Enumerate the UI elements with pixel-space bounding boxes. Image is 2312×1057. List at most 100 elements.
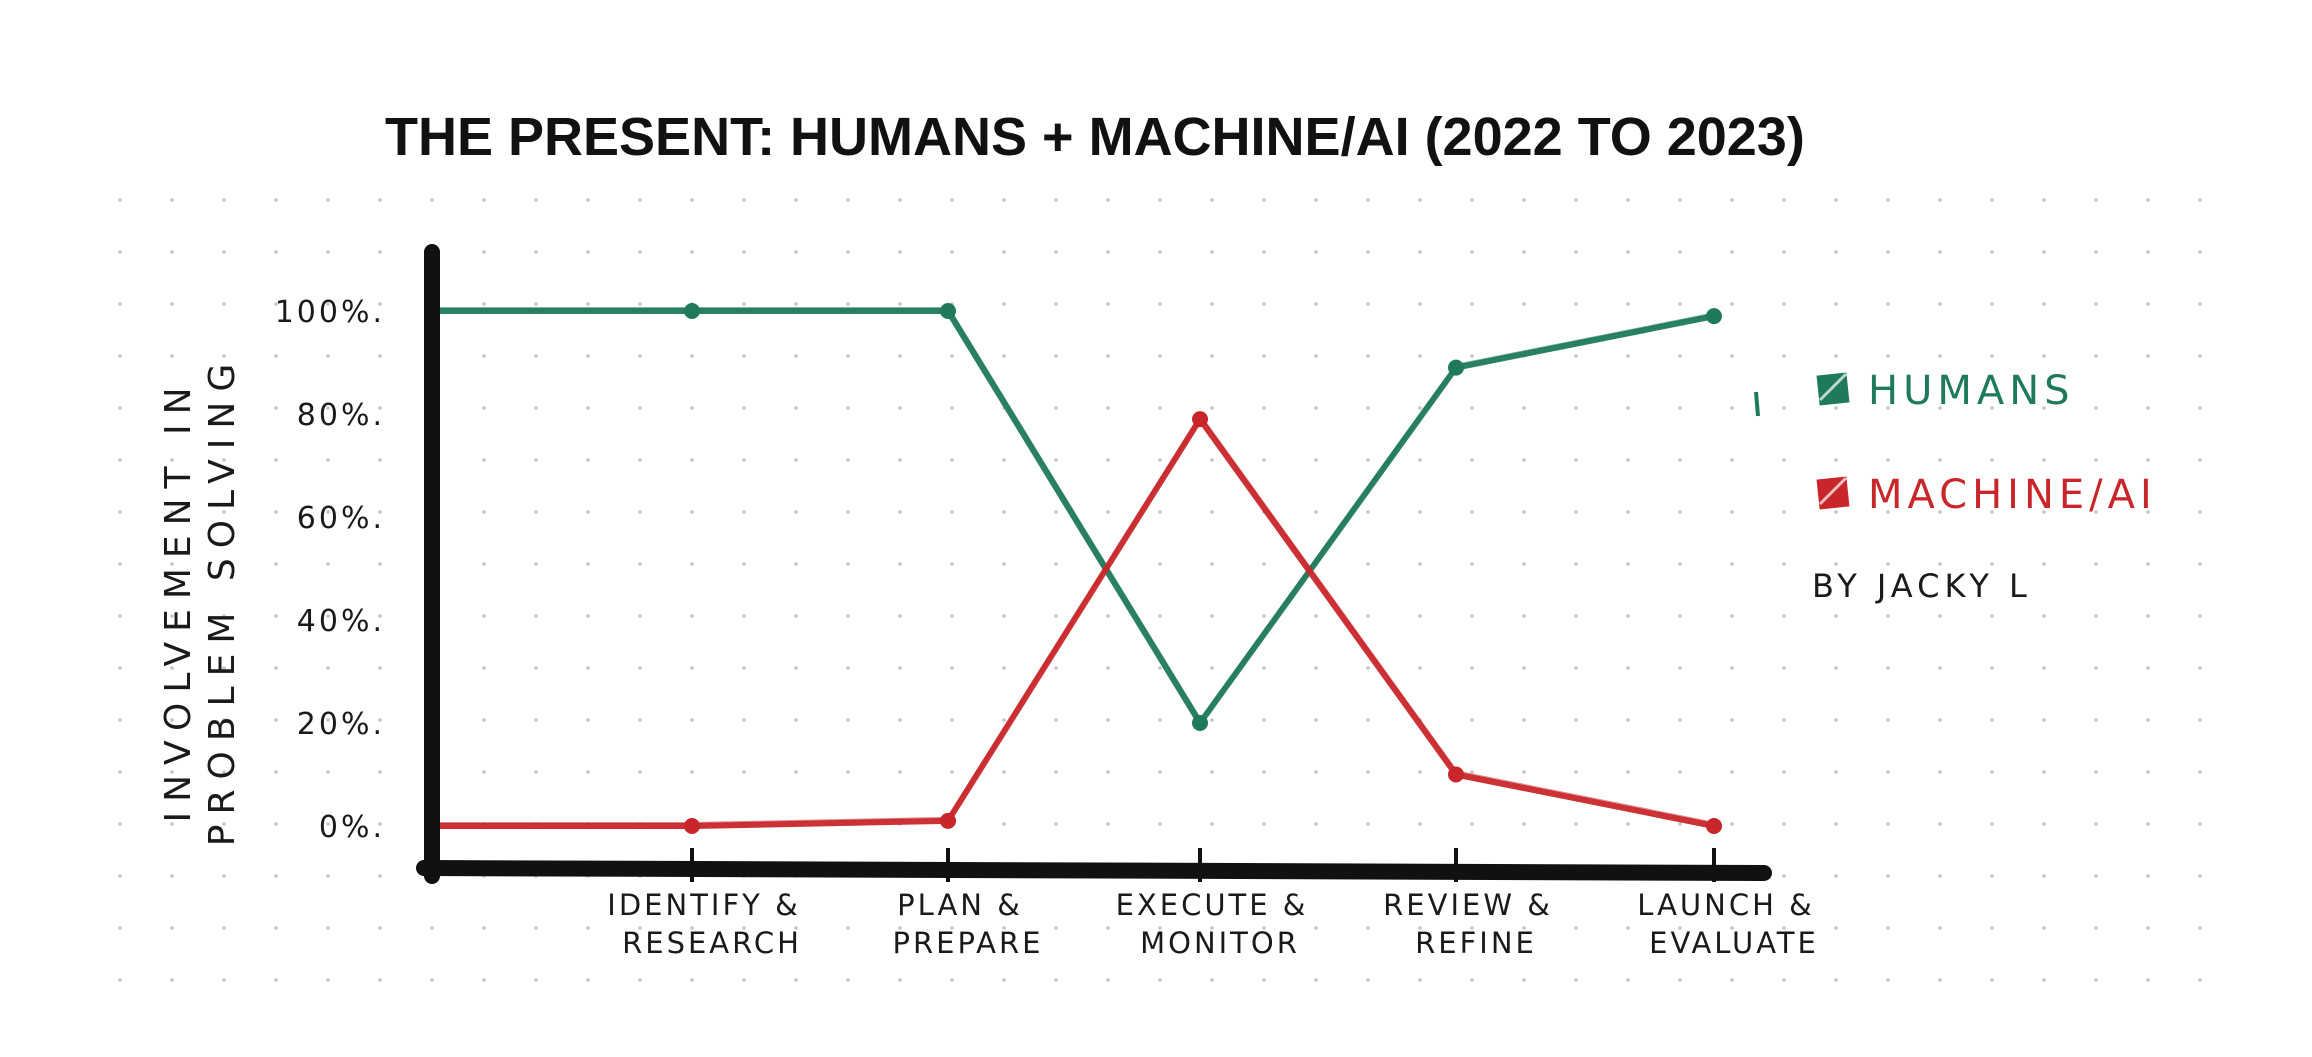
- background-dot: [2042, 666, 2046, 670]
- data-point-machine-ai: [940, 812, 956, 829]
- background-dot: [1314, 198, 1318, 202]
- background-dot: [950, 510, 954, 514]
- background-dot: [794, 458, 798, 462]
- background-dot: [222, 302, 226, 306]
- background-dot: [378, 822, 382, 826]
- background-dot: [586, 718, 590, 722]
- background-dot: [1678, 822, 1682, 826]
- background-dot: [1418, 926, 1422, 930]
- background-dot: [1938, 250, 1942, 254]
- background-dot: [1730, 198, 1734, 202]
- background-dot: [846, 666, 850, 670]
- background-dot: [1522, 770, 1526, 774]
- background-dot: [1782, 666, 1786, 670]
- background-dot: [1782, 510, 1786, 514]
- background-dot: [170, 406, 174, 410]
- background-dot: [2094, 198, 2098, 202]
- background-dot: [1730, 302, 1734, 306]
- background-dot: [950, 406, 954, 410]
- background-dot: [586, 406, 590, 410]
- background-dot: [1886, 510, 1890, 514]
- background-dot: [482, 926, 486, 930]
- background-dot: [1574, 302, 1578, 306]
- background-dot: [222, 666, 226, 670]
- background-dot: [1522, 666, 1526, 670]
- background-dot: [1158, 770, 1162, 774]
- background-dot: [1626, 926, 1630, 930]
- background-dot: [1886, 614, 1890, 618]
- background-dot: [1886, 874, 1890, 878]
- background-dot: [1470, 302, 1474, 306]
- background-dot: [638, 770, 642, 774]
- data-point-machine-ai: [1448, 766, 1464, 783]
- background-dot: [950, 354, 954, 358]
- background-dot: [378, 510, 382, 514]
- background-dot: [1106, 718, 1110, 722]
- credit-text: BY JACKY L: [1812, 567, 2032, 605]
- background-dot: [1522, 978, 1526, 982]
- background-dot: [1886, 770, 1890, 774]
- background-dot: [1470, 458, 1474, 462]
- background-dot: [690, 614, 694, 618]
- background-dot: [1626, 458, 1630, 462]
- background-dot: [1054, 510, 1058, 514]
- background-dot: [2198, 562, 2202, 566]
- background-dot: [638, 302, 642, 306]
- background-dot: [1938, 510, 1942, 514]
- background-dot: [1678, 770, 1682, 774]
- background-dot: [1470, 770, 1474, 774]
- background-dot: [1158, 926, 1162, 930]
- background-dot: [1834, 198, 1838, 202]
- background-dot: [1938, 458, 1942, 462]
- background-dot: [1782, 406, 1786, 410]
- background-dot: [1158, 666, 1162, 670]
- background-dot: [638, 978, 642, 982]
- background-dot: [2042, 510, 2046, 514]
- y-axis-title-line: PROBLEM SOLVING: [202, 354, 243, 846]
- background-dot: [1522, 302, 1526, 306]
- background-dot: [1418, 666, 1422, 670]
- background-dot: [846, 718, 850, 722]
- background-dot: [1314, 718, 1318, 722]
- background-dot: [2198, 822, 2202, 826]
- background-dot: [1678, 926, 1682, 930]
- background-dot: [1210, 562, 1214, 566]
- background-dot: [898, 510, 902, 514]
- background-dot: [534, 302, 538, 306]
- legend-swatch-hatch: [1818, 372, 1848, 402]
- background-dot: [1262, 562, 1266, 566]
- background-dot: [794, 562, 798, 566]
- background-dot: [1834, 354, 1838, 358]
- background-dot: [586, 978, 590, 982]
- background-dot: [222, 354, 226, 358]
- background-dot: [1990, 614, 1994, 618]
- background-dot: [274, 874, 278, 878]
- background-dot: [690, 354, 694, 358]
- background-dot: [274, 926, 278, 930]
- background-dot: [1210, 718, 1214, 722]
- background-dot: [1054, 718, 1058, 722]
- background-dot: [118, 718, 122, 722]
- background-dot: [1470, 718, 1474, 722]
- background-dot: [1470, 562, 1474, 566]
- background-dot: [2094, 978, 2098, 982]
- background-dot: [1574, 718, 1578, 722]
- background-dot: [534, 458, 538, 462]
- background-dot: [118, 406, 122, 410]
- background-dot: [898, 978, 902, 982]
- background-dot: [118, 510, 122, 514]
- background-dot: [1106, 354, 1110, 358]
- background-dot: [1938, 926, 1942, 930]
- background-dot: [2146, 250, 2150, 254]
- background-dot: [586, 770, 590, 774]
- background-dot: [1002, 354, 1006, 358]
- background-dot: [794, 354, 798, 358]
- background-dot: [274, 978, 278, 982]
- background-dot: [1522, 614, 1526, 618]
- background-dot: [846, 458, 850, 462]
- background-dot: [1782, 822, 1786, 826]
- background-dot: [1938, 614, 1942, 618]
- x-category-label: LAUNCH & EVALUATE: [1637, 888, 1819, 960]
- background-dot: [1054, 562, 1058, 566]
